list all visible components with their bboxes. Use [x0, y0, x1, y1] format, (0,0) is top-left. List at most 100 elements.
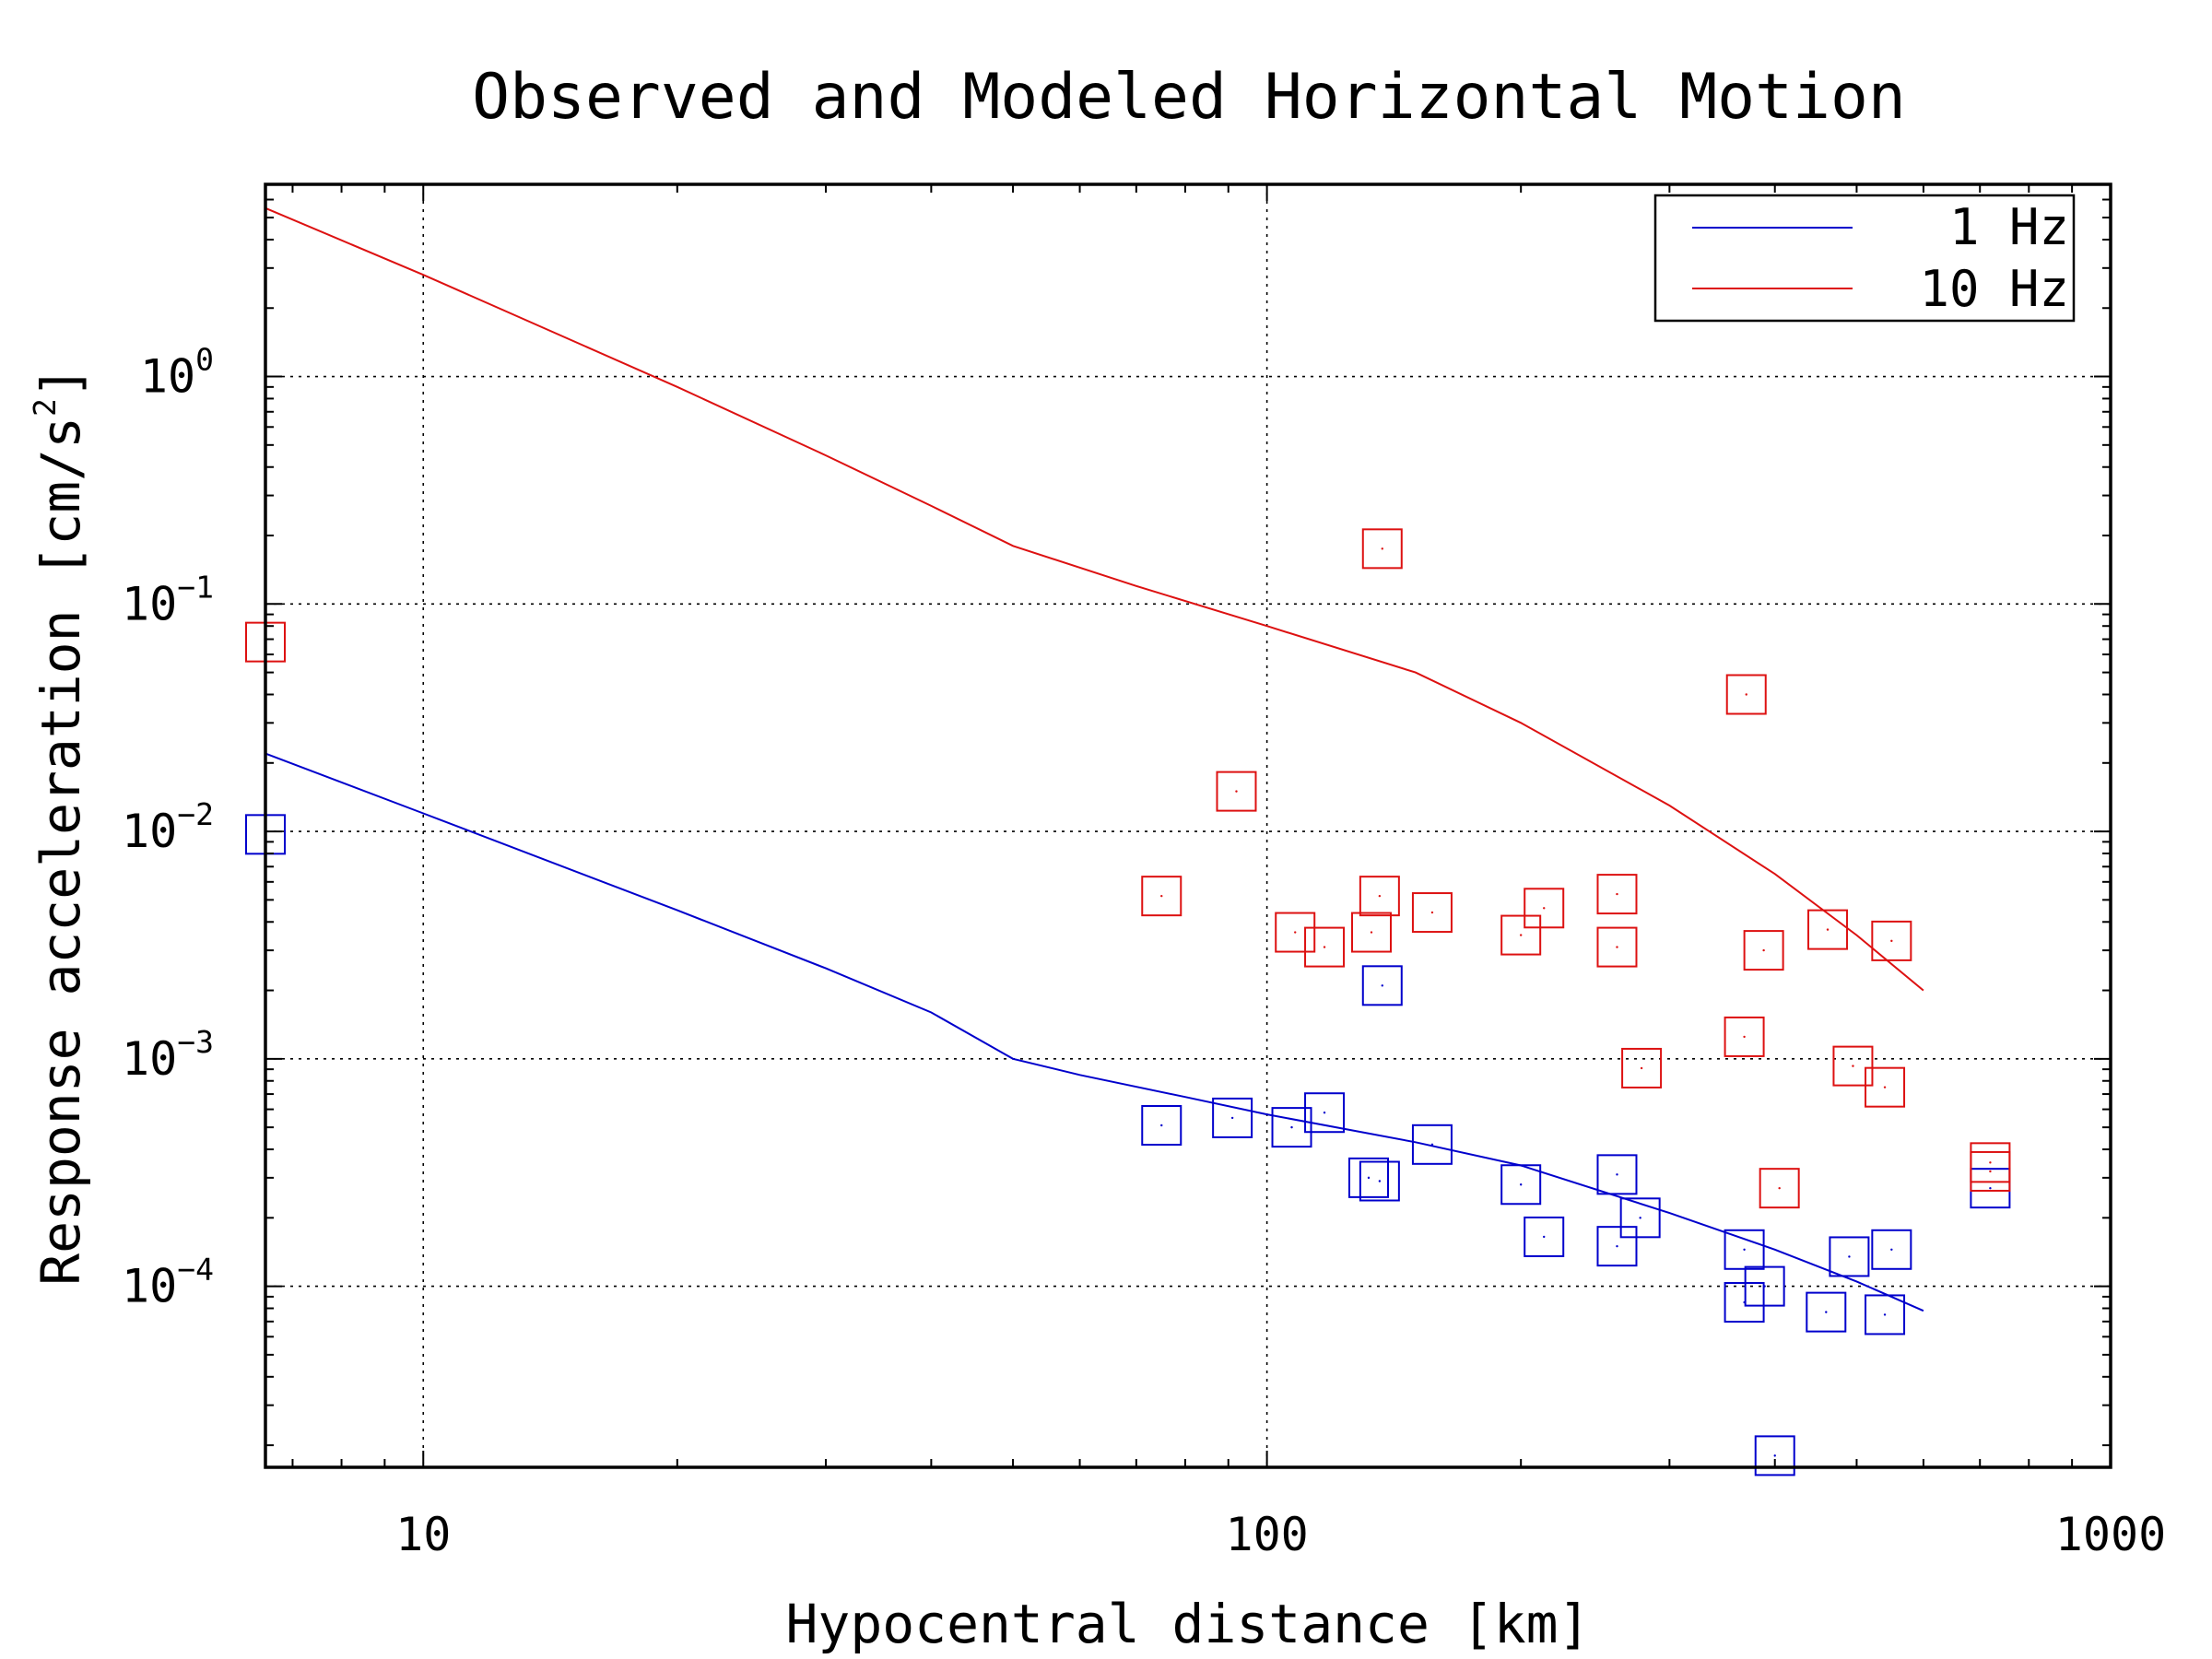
observed-point-center-10hz — [1745, 693, 1747, 696]
y-axis-label-main: Response acceleration [cm/s — [29, 417, 92, 1286]
observed-point-center-10hz — [1883, 1086, 1887, 1088]
x-axis-label: Hypocentral distance [km] — [786, 1593, 1591, 1655]
legend: 1 Hz 10 Hz — [1653, 194, 2076, 323]
observed-point-10hz — [1596, 926, 1638, 968]
observed-point-center-1hz — [1430, 1143, 1434, 1147]
observed-point-1hz — [1304, 1092, 1346, 1134]
x-tick-label: 10 — [395, 1508, 451, 1561]
legend-label-10hz: 10 Hz — [1919, 260, 2069, 318]
y-tick-label-exponent: −4 — [177, 1252, 214, 1288]
y-axis-label: Response acceleration [cm/s2] — [27, 366, 92, 1286]
observed-point-center-10hz — [1294, 931, 1297, 934]
observed-point-center-10hz — [1430, 911, 1434, 914]
observed-point-center-10hz — [1826, 928, 1830, 931]
y-tick-label-base: 10 — [122, 805, 177, 858]
observed-point-center-1hz — [1848, 1255, 1851, 1258]
observed-point-center-1hz — [1381, 984, 1383, 987]
observed-point-1hz — [1829, 1236, 1870, 1277]
observed-point-10hz — [1725, 674, 1767, 715]
observed-point-10hz — [1411, 892, 1453, 934]
chart-title: Observed and Modeled Horizontal Motion — [472, 61, 1906, 134]
y-tick-label-exponent: −1 — [177, 569, 214, 605]
observed-point-center-10hz — [1762, 948, 1765, 952]
observed-point-center-1hz — [1378, 1180, 1382, 1182]
y-tick-label: 100 — [140, 342, 214, 404]
observed-point-10hz — [1832, 1045, 1874, 1087]
observed-point-1hz — [1271, 1107, 1312, 1148]
x-tick-label: 100 — [1225, 1508, 1308, 1561]
y-tick-label-exponent: −2 — [177, 796, 214, 832]
observed-point-center-10hz — [1616, 946, 1618, 948]
observed-point-center-1hz — [1639, 1217, 1641, 1219]
observed-point-10hz — [1216, 771, 1257, 812]
observed-point-1hz — [1871, 1229, 1912, 1270]
observed-point-10hz — [1304, 926, 1346, 968]
observed-point-1hz — [1806, 1291, 1847, 1333]
observed-point-1hz — [1359, 1160, 1400, 1202]
y-tick-label: 10−2 — [122, 796, 214, 858]
observed-point-1hz — [1754, 1435, 1795, 1477]
y-axis-label-close: ] — [29, 366, 92, 398]
y-axis-label-exponent: 2 — [27, 398, 63, 417]
x-axis-tick-labels: 10 100 1000 — [395, 1508, 2166, 1561]
observed-point-10hz — [1350, 912, 1392, 953]
observed-point-10hz — [1359, 876, 1400, 917]
y-tick-label: 10−4 — [122, 1252, 214, 1313]
observed-point-center-10hz — [1778, 1186, 1781, 1190]
observed-point-1hz — [1865, 1294, 1906, 1335]
y-tick-label-base: 10 — [122, 577, 177, 630]
observed-point-center-1hz — [1323, 1112, 1326, 1114]
observed-point-center-10hz — [1616, 892, 1618, 896]
observed-point-center-1hz — [1773, 1454, 1776, 1457]
x-tick-label: 1000 — [2055, 1508, 2166, 1561]
observed-point-center-1hz — [1367, 1176, 1371, 1180]
observed-point-center-1hz — [1616, 1244, 1618, 1248]
observed-point-center-10hz — [1381, 547, 1383, 550]
observed-point-10hz — [1141, 876, 1182, 917]
observed-point-center-10hz — [1852, 1065, 1854, 1067]
observed-point-10hz — [1621, 1047, 1663, 1088]
grid-lines — [265, 184, 2111, 1467]
y-tick-label-base: 10 — [122, 1032, 177, 1086]
series-1hz — [245, 752, 2011, 1477]
observed-point-10hz — [1500, 914, 1542, 956]
observed-point-center-1hz — [1763, 1285, 1766, 1288]
observed-point-1hz — [1724, 1229, 1765, 1270]
observed-point-center-1hz — [1519, 1183, 1523, 1186]
y-tick-label: 10−3 — [122, 1024, 214, 1086]
observed-point-10hz — [1807, 909, 1849, 950]
observed-point-center-10hz — [1989, 1161, 1992, 1164]
y-tick-label-base: 10 — [140, 350, 195, 404]
observed-point-center-1hz — [1543, 1235, 1546, 1239]
observed-point-center-10hz — [1519, 934, 1523, 936]
series-10hz — [245, 206, 2011, 1209]
observed-point-10hz — [1596, 874, 1638, 915]
observed-point-center-10hz — [1370, 931, 1373, 934]
y-tick-label-exponent: 0 — [195, 342, 214, 378]
legend-box — [1653, 194, 2076, 323]
observed-point-10hz — [1724, 1016, 1765, 1057]
observed-point-1hz — [1524, 1216, 1565, 1257]
plot-series — [245, 206, 2011, 1477]
observed-point-1hz — [1141, 1105, 1182, 1146]
observed-point-center-1hz — [1160, 1124, 1163, 1127]
observed-point-10hz — [1275, 912, 1316, 953]
observed-point-center-1hz — [1890, 1248, 1893, 1251]
observed-point-center-1hz — [1230, 1116, 1234, 1120]
observed-point-1hz — [1619, 1197, 1661, 1239]
observed-point-center-10hz — [1890, 939, 1893, 943]
observed-point-center-10hz — [1323, 946, 1326, 948]
observed-point-10hz — [1524, 888, 1565, 929]
observed-point-1hz — [1411, 1124, 1453, 1165]
observed-point-center-10hz — [1640, 1066, 1643, 1070]
observed-point-10hz — [1743, 930, 1784, 971]
y-tick-label: 10−1 — [122, 569, 214, 630]
observed-point-center-10hz — [1989, 1170, 1992, 1173]
legend-label-1hz: 1 Hz — [1949, 198, 2069, 256]
plot-frame — [264, 182, 2112, 1469]
observed-point-10hz — [1865, 1066, 1906, 1108]
observed-point-10hz — [1871, 920, 1912, 961]
model-line-10hz — [265, 206, 1924, 992]
